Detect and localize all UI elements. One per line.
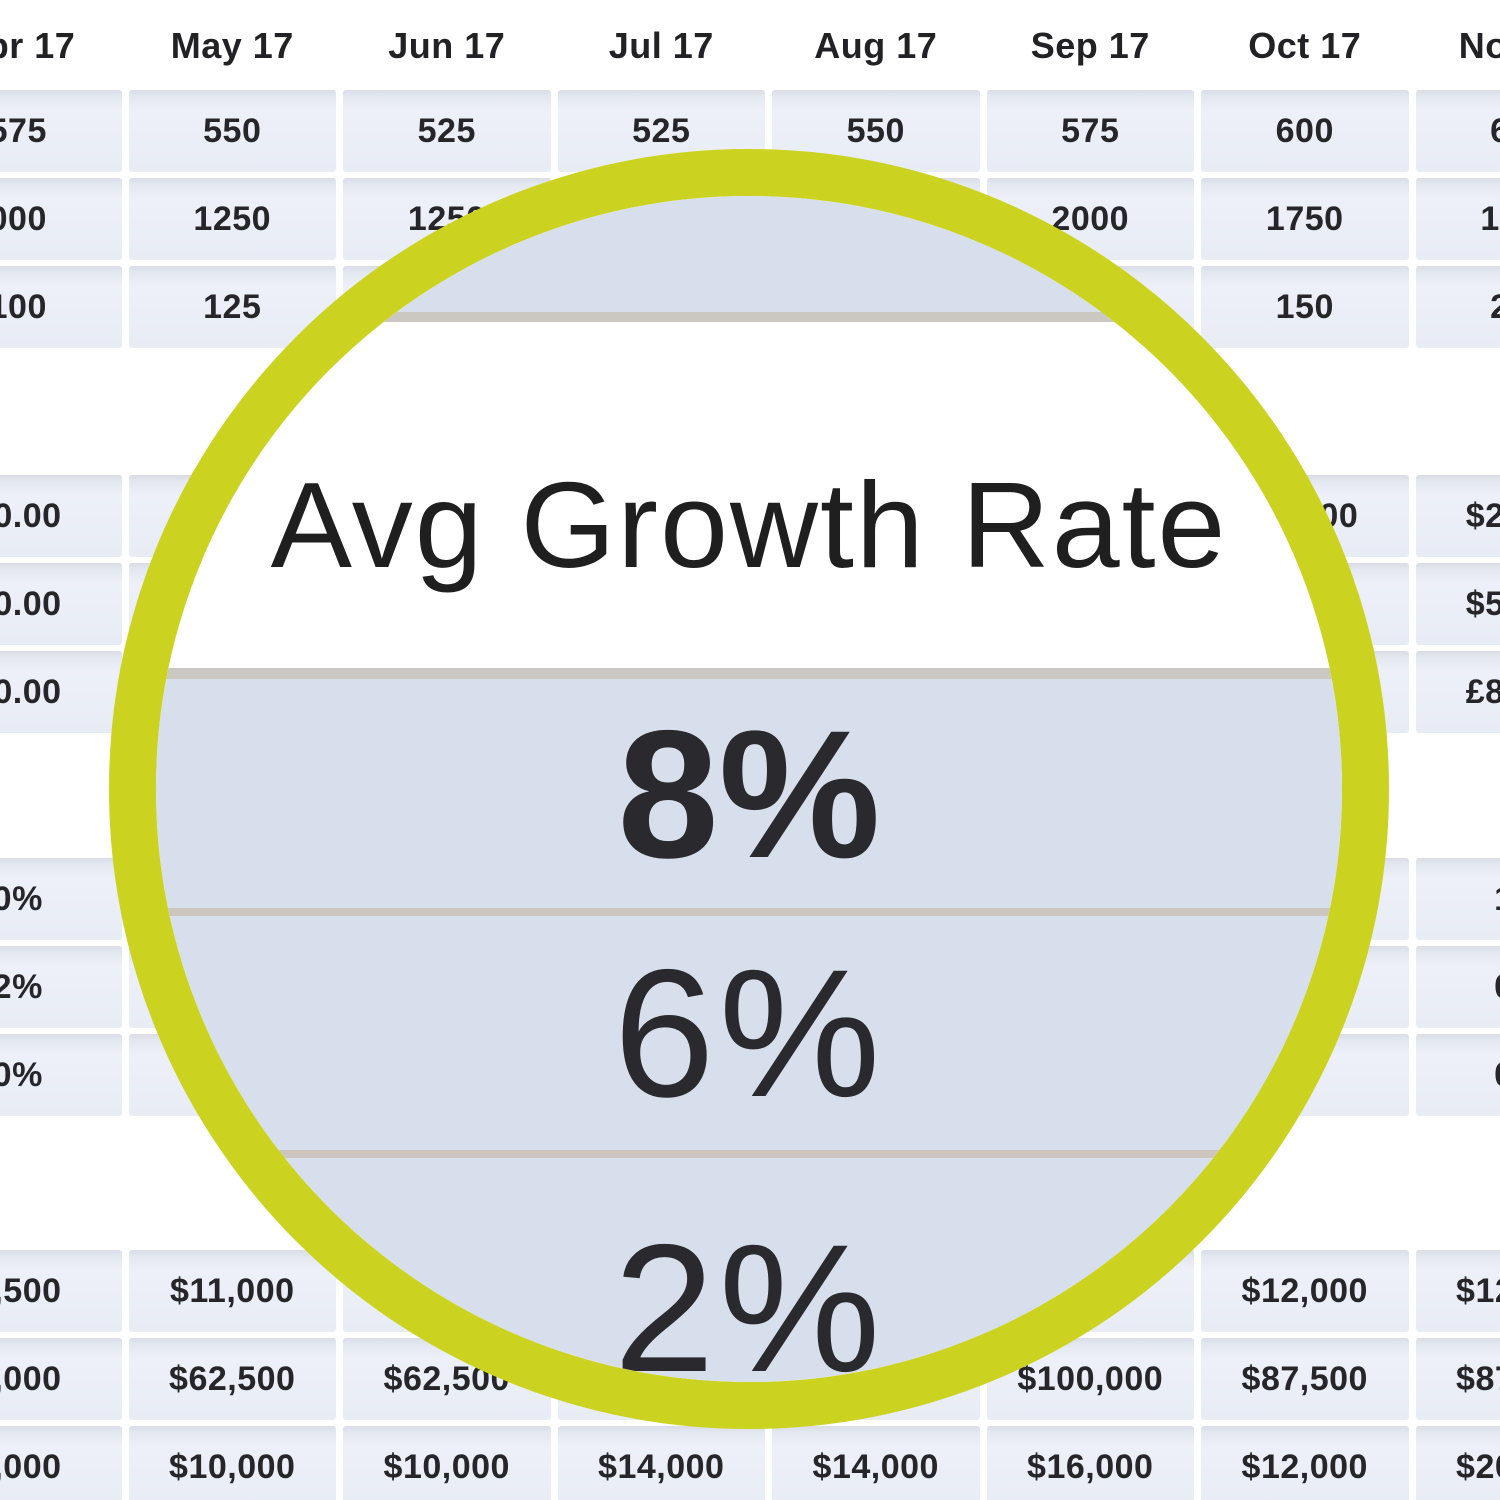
table-cell[interactable]: $10,000: [343, 1426, 551, 1500]
table-cell[interactable]: 100: [0, 266, 122, 348]
divider: [156, 312, 1342, 322]
column-header[interactable]: Nov 17: [1458, 25, 1500, 66]
table-row: 8,000$10,000$10,000$14,000$14,000$16,000…: [0, 1426, 1500, 1500]
divider: [156, 668, 1342, 679]
table-cell[interactable]: 550: [772, 90, 980, 172]
table-cell[interactable]: $50.00: [1415, 563, 1500, 645]
table-cell[interactable]: $14,000: [557, 1426, 765, 1500]
avg-growth-rate-title: Avg Growth Rate: [270, 457, 1228, 593]
table-cell[interactable]: $14,000: [772, 1426, 980, 1500]
table-cell[interactable]: 20.00: [0, 475, 122, 557]
table-cell[interactable]: 250: [1415, 266, 1500, 348]
table-cell[interactable]: 0%: [1415, 946, 1500, 1028]
growth-rate-value-2: 6%: [613, 931, 885, 1135]
column-header[interactable]: Aug 17: [814, 25, 938, 66]
column-header[interactable]: Oct 17: [1248, 25, 1362, 66]
table-cell[interactable]: 600: [1201, 90, 1409, 172]
magnifier-content: Avg Growth Rate 8% 6% 2%: [156, 196, 1342, 1382]
table-cell[interactable]: 0%: [1415, 1034, 1500, 1116]
table-cell[interactable]: 575: [986, 90, 1194, 172]
table-cell[interactable]: 1%: [1415, 858, 1500, 940]
table-cell[interactable]: $87,500: [1415, 1338, 1500, 1420]
table-cell[interactable]: $16,000: [986, 1426, 1194, 1500]
growth-rate-band-1: 8%: [156, 679, 1342, 908]
table-cell[interactable]: $20,000: [1415, 1426, 1500, 1500]
growth-rate-value-1: 8%: [617, 691, 881, 896]
column-header[interactable]: Apr 17: [0, 25, 76, 66]
table-cell[interactable]: $12,000: [1415, 1250, 1500, 1332]
column-header[interactable]: Jun 17: [388, 25, 506, 66]
divider: [156, 908, 1342, 916]
table-cell[interactable]: $20.00: [1415, 475, 1500, 557]
table-cell[interactable]: 2%: [0, 946, 122, 1028]
table-cell[interactable]: 50.00: [0, 563, 122, 645]
table-cell[interactable]: £80.00: [1415, 651, 1500, 733]
divider: [156, 1150, 1342, 1158]
table-cell[interactable]: 525: [343, 90, 551, 172]
column-header[interactable]: Sep 17: [1030, 25, 1150, 66]
table-cell[interactable]: 0,000: [0, 1338, 122, 1420]
magnifier-circle: Avg Growth Rate 8% 6% 2%: [109, 149, 1389, 1429]
table-cell[interactable]: $10,000: [128, 1426, 336, 1500]
growth-rate-value-3: 2%: [613, 1206, 885, 1410]
growth-rate-band-2: 6%: [156, 916, 1342, 1150]
table-cell[interactable]: 1,500: [0, 1250, 122, 1332]
table-cell[interactable]: 575: [0, 90, 122, 172]
header-row: Apr 17 May 17 Jun 17 Jul 17 Aug 17 Sep 17 Oct …: [0, 18, 1500, 74]
column-header[interactable]: May 17: [170, 25, 294, 66]
table-cell[interactable]: 8,000: [0, 1426, 122, 1500]
table-cell[interactable]: $12,000: [1201, 1426, 1409, 1500]
growth-rate-band-3: 2%: [156, 1158, 1342, 1410]
table-cell[interactable]: 0%: [0, 858, 122, 940]
table-cell[interactable]: 80.00: [0, 651, 122, 733]
column-header[interactable]: Jul 17: [608, 25, 714, 66]
table-cell[interactable]: 000: [0, 178, 122, 260]
magnifier-top-band: [156, 196, 1342, 312]
table-cell[interactable]: 625: [1415, 90, 1500, 172]
table-cell[interactable]: 550: [128, 90, 336, 172]
table-cell[interactable]: 0%: [0, 1034, 122, 1116]
table-cell[interactable]: 1750: [1415, 178, 1500, 260]
